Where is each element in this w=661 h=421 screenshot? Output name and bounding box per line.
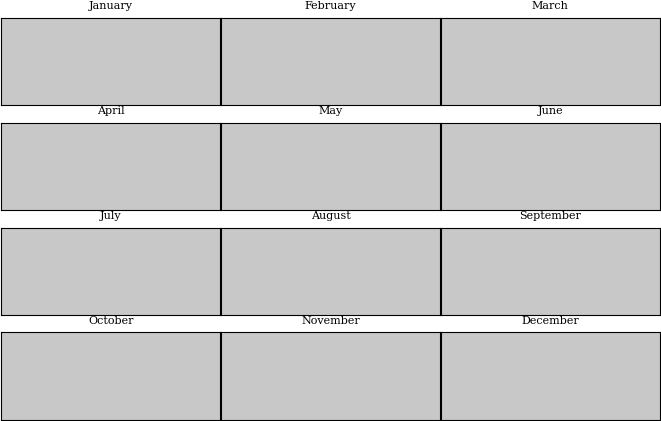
Title: March: March <box>532 1 569 11</box>
Title: September: September <box>520 211 581 221</box>
Title: November: November <box>301 316 360 326</box>
Title: January: January <box>89 1 133 11</box>
Title: June: June <box>537 106 563 116</box>
Title: December: December <box>522 316 579 326</box>
Title: May: May <box>319 106 342 116</box>
Title: February: February <box>305 1 356 11</box>
Title: October: October <box>88 316 134 326</box>
Title: April: April <box>97 106 124 116</box>
Title: August: August <box>311 211 350 221</box>
Title: July: July <box>100 211 122 221</box>
